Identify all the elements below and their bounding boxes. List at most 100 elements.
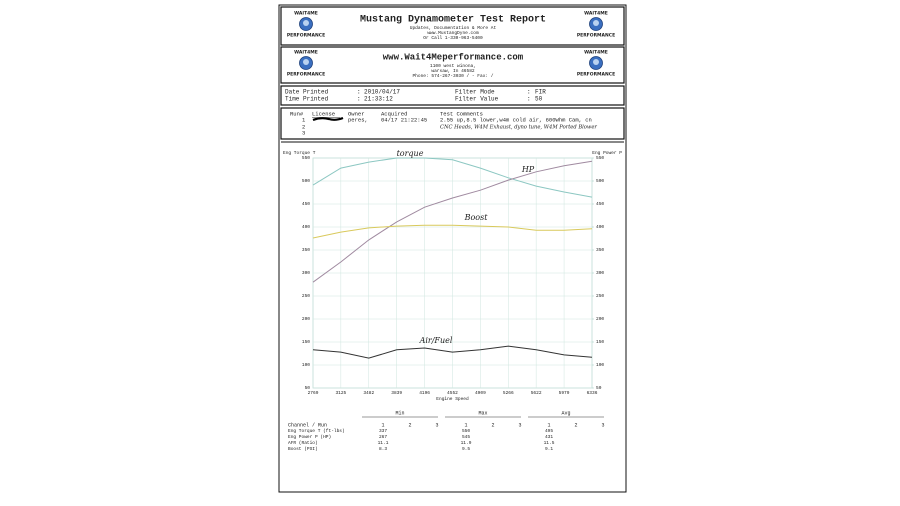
- y-tick-label: 250: [302, 293, 310, 299]
- header-line: Updates, Documentation & More At: [410, 25, 497, 31]
- run-number: 2: [302, 123, 305, 130]
- x-tick-label: 6336: [587, 390, 598, 396]
- logo-top: WAIT4ME: [584, 50, 608, 56]
- y2-tick-label: 100: [596, 362, 604, 368]
- logo-top: WAIT4ME: [584, 11, 608, 17]
- run-acquired: 04/17 21:22:45: [381, 116, 427, 123]
- group-header: Min: [395, 410, 404, 416]
- y2-tick-label: 450: [596, 201, 604, 207]
- info-value: FIR: [535, 89, 546, 96]
- y-tick-label: 300: [302, 270, 310, 276]
- series-annotation: Boost: [464, 213, 489, 222]
- logos: WAIT4ME PERFORMANCE WAIT4ME PERFORMANCE WAIT…: [287, 11, 615, 78]
- runs-header: Test Comments: [440, 110, 483, 117]
- run-number: 1: [302, 116, 306, 123]
- group-header: Avg: [561, 410, 570, 416]
- info-label: Time Printed: [285, 96, 329, 103]
- series-annotation: Air/Fuel: [419, 336, 453, 345]
- logo-emblem-inner: [303, 59, 309, 65]
- info-label: Date Printed: [285, 89, 329, 96]
- run-header: 1: [547, 422, 550, 428]
- series-line: [312, 160, 593, 283]
- report-title: Mustang Dynamometer Test Report: [360, 15, 546, 26]
- handwritten-note: CNC Heads, W4M Exhaust, dyno tune, W4M P…: [440, 125, 597, 131]
- runs-box: [280, 107, 625, 140]
- info-value: 21:33:12: [364, 96, 393, 103]
- row-label: Eng Power P (HP): [288, 434, 331, 440]
- info-colon: :: [527, 89, 531, 96]
- logo-top: WAIT4ME: [294, 11, 318, 17]
- series-line: [312, 224, 593, 239]
- run-owner: peres,: [348, 116, 368, 123]
- run-header: 2: [491, 422, 494, 428]
- cell: 431: [545, 434, 553, 440]
- cell: 495: [545, 428, 553, 434]
- cell: 9.1: [545, 446, 553, 452]
- cell: 11.1: [378, 440, 389, 446]
- cell: 550: [462, 428, 470, 434]
- runs-header: Owner: [348, 110, 365, 117]
- info-value: 50: [535, 96, 543, 103]
- y-tick-label: 100: [302, 362, 310, 368]
- y-tick-label: 400: [302, 224, 310, 230]
- y-tick-label: 50: [305, 385, 311, 391]
- y2-tick-label: 400: [596, 224, 604, 230]
- logo-bottom: PERFORMANCE: [577, 33, 615, 39]
- header-line: Or Call 1-330-963-5400: [423, 35, 483, 41]
- group-header: Max: [478, 410, 487, 416]
- logo-bottom: PERFORMANCE: [287, 33, 325, 39]
- info-colon: :: [357, 89, 361, 96]
- cell: 9.5: [462, 446, 470, 452]
- cell: 11.9: [461, 440, 472, 446]
- run-header: 1: [381, 422, 384, 428]
- redacted-license: [312, 116, 344, 122]
- x-tick-label: 4909: [475, 390, 486, 396]
- shop-line: warsaw, In 46582: [431, 68, 475, 74]
- series-annotation: HP: [521, 165, 535, 174]
- logo-emblem-inner: [593, 20, 599, 26]
- run-header: 2: [408, 422, 411, 428]
- series-line: [312, 157, 593, 198]
- header-line: www.MustangDyne.com: [427, 30, 479, 36]
- runs-header: Acquired: [381, 110, 407, 117]
- header-box: [280, 6, 625, 46]
- x-tick-label: 3482: [363, 390, 374, 396]
- y2-tick-label: 50: [596, 385, 602, 391]
- row-label: AFR (Ratio): [288, 440, 318, 446]
- y-tick-label: 450: [302, 201, 310, 207]
- cell: 11.5: [544, 440, 555, 446]
- run-comment: 2.55 up,8.5 lower,w4m cold air, 600Whm C…: [440, 116, 592, 123]
- run-header: 3: [518, 422, 521, 428]
- x-tick-label: 5622: [531, 390, 542, 396]
- shop-line: Phone: 574-267-3030 / - Fax: /: [412, 73, 493, 79]
- y2-tick-label: 250: [596, 293, 604, 299]
- shop-box: [280, 46, 625, 84]
- y2-axis-label: Eng Power P: [592, 150, 622, 156]
- x-tick-label: 3125: [335, 390, 346, 396]
- logo-bottom: PERFORMANCE: [577, 72, 615, 78]
- y2-tick-label: 500: [596, 178, 604, 184]
- y-tick-label: 200: [302, 316, 310, 322]
- cell: 545: [462, 434, 470, 440]
- dyno-chart: 2769 3125 3482 3839 4196 4552 4909 5266 5622 5979…: [283, 149, 622, 402]
- info-colon: :: [527, 96, 531, 103]
- run-header: 3: [601, 422, 604, 428]
- y2-tick-label: 150: [596, 339, 604, 345]
- y-tick-label: 350: [302, 247, 310, 253]
- row-label: Eng Torque T (ft-lbs): [288, 428, 345, 434]
- x-axis-label: Engine Speed: [436, 396, 469, 402]
- shop-url: www.Wait4Meperformance.com: [383, 52, 524, 62]
- logo-emblem-inner: [593, 59, 599, 65]
- y-tick-label: 150: [302, 339, 310, 345]
- x-tick-label: 4552: [447, 390, 458, 396]
- info-label: Filter Mode: [455, 89, 495, 96]
- x-tick-label: 5979: [559, 390, 570, 396]
- info-colon: :: [357, 96, 361, 103]
- y-tick-label: 550: [302, 155, 310, 161]
- runs-header: License: [312, 110, 335, 117]
- cell: 8.3: [379, 446, 387, 452]
- y-axis-label: Eng Torque T: [283, 150, 316, 156]
- row-label: Boost (PSI): [288, 446, 318, 452]
- info-box: [280, 85, 625, 106]
